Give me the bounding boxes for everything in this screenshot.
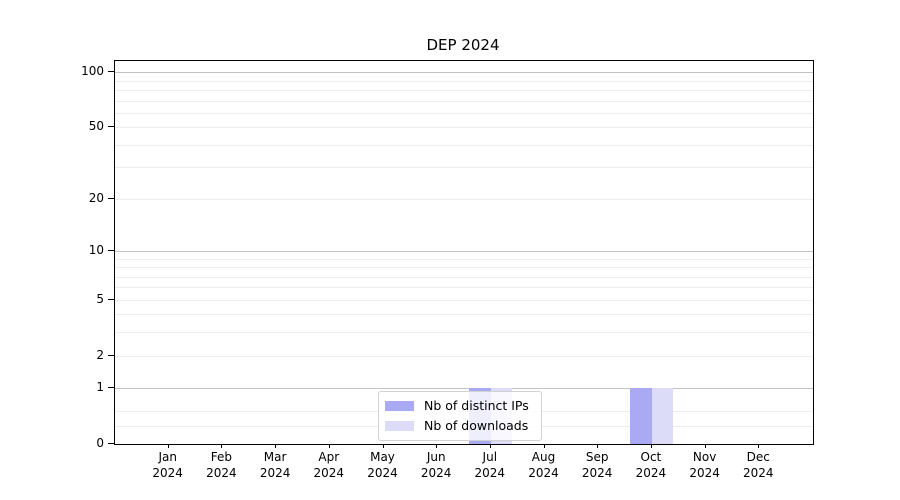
legend-entry-downloads: Nb of downloads — [385, 418, 533, 433]
x-tick-label: Aug 2024 — [528, 450, 559, 480]
plot-area: Nb of distinct IPs Nb of downloads — [114, 60, 814, 445]
x-tick-mark — [382, 444, 384, 448]
gridline-minor — [115, 127, 813, 129]
gridline-minor — [115, 80, 813, 82]
gridline-minor — [115, 287, 813, 289]
x-tick-mark — [221, 444, 223, 448]
x-tick-label: Feb 2024 — [206, 450, 237, 480]
bar-distinct-ips-oct — [630, 388, 652, 444]
x-tick-mark — [543, 444, 545, 448]
gridline-minor — [115, 314, 813, 316]
x-tick-mark — [650, 444, 652, 448]
x-tick-label: Sep 2024 — [581, 450, 613, 480]
y-tick-mark — [108, 443, 114, 444]
gridline-major — [115, 250, 813, 252]
gridline-minor — [115, 100, 813, 102]
y-tick-mark — [108, 71, 114, 73]
y-tick-label: 10 — [88, 242, 104, 257]
x-tick-mark — [704, 444, 706, 448]
x-tick-label: Oct 2024 — [635, 450, 667, 480]
x-tick-label: Jul 2024 — [474, 450, 506, 480]
y-tick-label: 5 — [96, 291, 104, 306]
gridline-minor — [115, 144, 813, 146]
x-tick-mark — [167, 444, 169, 448]
bar-downloads-oct — [651, 388, 674, 444]
gridline-minor — [115, 276, 813, 278]
x-tick-label: Apr 2024 — [313, 450, 345, 480]
y-tick-mark — [108, 197, 114, 199]
x-tick-label: May 2024 — [367, 450, 398, 480]
y-tick-label: 0 — [96, 436, 104, 450]
gridline-minor — [115, 355, 813, 357]
y-tick-mark — [108, 354, 114, 356]
gridline-minor — [115, 258, 813, 260]
y-tick-label: 100 — [81, 64, 104, 79]
gridline-minor — [115, 299, 813, 301]
x-tick-mark — [328, 444, 330, 448]
legend-label-distinct-ips: Nb of distinct IPs — [424, 398, 529, 413]
legend-swatch-downloads — [385, 420, 414, 431]
gridline-minor — [115, 90, 813, 91]
gridline-minor — [115, 332, 813, 334]
gridline-major — [115, 72, 813, 74]
x-tick-label: Mar 2024 — [259, 450, 291, 480]
gridline-minor — [115, 198, 813, 200]
x-tick-label: Nov 2024 — [689, 450, 720, 480]
y-tick-mark — [108, 126, 114, 128]
legend-swatch-distinct-ips — [385, 400, 414, 411]
y-tick-label: 1 — [96, 380, 104, 395]
y-tick-label: 50 — [88, 119, 104, 134]
x-tick-label: Jan 2024 — [152, 450, 183, 480]
y-tick-mark — [108, 298, 114, 300]
gridline-minor — [115, 267, 813, 268]
y-tick-label: 20 — [88, 190, 104, 205]
x-tick-mark — [275, 444, 277, 448]
y-tick-label: 2 — [96, 347, 104, 362]
x-tick-mark — [597, 444, 599, 448]
x-tick-label: Dec 2024 — [743, 450, 774, 480]
gridline-major — [115, 388, 813, 390]
x-tick-label: Jun 2024 — [420, 450, 452, 480]
gridline-minor — [115, 112, 813, 114]
gridline-minor — [115, 167, 813, 169]
x-tick-mark — [758, 444, 760, 448]
legend: Nb of distinct IPs Nb of downloads — [378, 391, 542, 441]
legend-label-downloads: Nb of downloads — [424, 418, 529, 433]
x-tick-mark — [489, 444, 491, 448]
chart-title: DEP 2024 — [426, 36, 500, 54]
y-tick-mark — [108, 249, 114, 251]
legend-entry-distinct-ips: Nb of distinct IPs — [385, 398, 533, 413]
y-tick-mark — [108, 387, 114, 389]
x-tick-mark — [436, 444, 438, 448]
